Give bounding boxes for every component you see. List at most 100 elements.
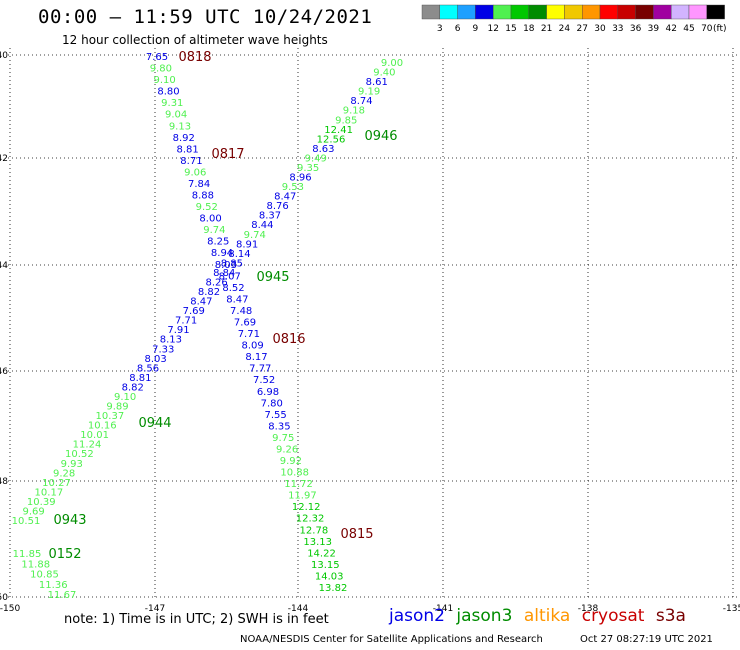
- jason3-track-swh-value: 9.10: [114, 392, 136, 403]
- pass-time-label: 0944: [138, 416, 171, 431]
- jason3-track-swh-value: 8.44: [251, 220, 273, 231]
- wave-height-tracks: 7.659.809.108.809.319.049.138.928.818.71…: [12, 52, 403, 601]
- scale-swatch: [635, 4, 654, 20]
- jason3-track-swh-value: 10.16: [88, 421, 117, 432]
- cryosat-track-swh-value: 6.98: [257, 387, 279, 398]
- jason3-track-swh-value: 9.28: [53, 468, 75, 479]
- jason3-track-swh-value: 8.14: [228, 249, 250, 260]
- jason3-track-swh-value: 8.85: [221, 258, 243, 269]
- jason3-track-swh-value: 10.39: [27, 497, 56, 508]
- scale-tick-label: 9: [473, 24, 479, 34]
- scale-swatch: [617, 4, 636, 20]
- cryosat-track-swh-value: 8.00: [199, 214, 221, 225]
- scale-swatch: [671, 4, 690, 20]
- scale-swatch: [528, 4, 547, 20]
- longitude-label: -147: [145, 604, 165, 614]
- satellite-legend: jason2 jason3 altika cryosat s3a: [389, 606, 692, 626]
- axis-labels: -40 -42 -44 -46 -48 -50-150 -147 -144 -141 -138 -1…: [0, 51, 740, 614]
- scale-swatch: [421, 4, 440, 20]
- cryosat-track-swh-value: 14.03: [315, 571, 344, 582]
- jason3-track-swh-value: 7.71: [175, 316, 197, 327]
- units-note: note: 1) Time is in UTC; 2) SWH is in fe…: [64, 612, 329, 627]
- jason3-track-swh-value: 9.35: [297, 163, 319, 174]
- cryosat-track-swh-value: 9.92: [280, 456, 302, 467]
- scale-swatch: [582, 4, 601, 20]
- jason3-track-swh-value: 8.37: [259, 211, 281, 222]
- cryosat-track-swh-value: 8.03: [215, 260, 237, 271]
- cryosat-track-swh-value: 8.52: [222, 283, 244, 294]
- scale-tick-label: 15: [505, 24, 516, 34]
- cryosat-track-swh-value: 9.04: [165, 110, 187, 121]
- jason3-track-swh-value: 10.01: [80, 430, 109, 441]
- scale-tick-label: 39: [648, 24, 660, 34]
- cryosat-track-swh-value: 8.80: [157, 87, 179, 98]
- jason3-track-swh-value: 8.82: [198, 287, 220, 298]
- latitude-label: -44: [0, 261, 8, 271]
- cryosat-track-swh-value: 8.35: [268, 421, 290, 432]
- longitude-label: -144: [288, 604, 309, 614]
- scale-tick-label: 6: [455, 24, 461, 34]
- scale-tick-label: 36: [630, 24, 642, 34]
- jason3-track-swh-value: 9.49: [305, 153, 327, 164]
- scale-swatch: [457, 4, 476, 20]
- scale-swatch: [688, 4, 707, 20]
- cryosat-track-swh-value: 13.82: [319, 583, 348, 594]
- color-scale-legend: 3 6 9 12 15 18 21 24 27 30 33 36 39 42 45 70 (ft): [421, 4, 727, 34]
- pass-time-label: 0818: [178, 50, 211, 65]
- sat-s3a: s3a: [655, 606, 686, 626]
- cryosat-track-swh-value: 7.65: [146, 52, 168, 63]
- scale-tick-label: 30: [594, 24, 606, 34]
- jason3-track-swh-value: 8.96: [289, 173, 311, 184]
- cryosat-track-swh-value: 10.88: [280, 468, 309, 479]
- generated-timestamp: Oct 27 08:27:19 UTC 2021: [580, 634, 713, 645]
- scale-tick-label: 70: [701, 24, 713, 34]
- jason3-short-track-swh-value: 11.36: [39, 580, 68, 591]
- scale-swatch: [706, 4, 725, 20]
- sat-jason3: jason3: [456, 606, 513, 626]
- latitude-label: -40: [0, 51, 8, 61]
- scale-tick-label: 45: [683, 24, 694, 34]
- longitude-label: -135: [723, 604, 740, 614]
- lat-lon-grid: [8, 48, 740, 600]
- jason3-track-swh-value: 10.51: [12, 516, 41, 527]
- scale-tick-label: 21: [541, 24, 552, 34]
- latitude-label: -48: [0, 477, 8, 487]
- jason3-track-swh-value: 8.56: [137, 363, 159, 374]
- cryosat-track-swh-value: 8.09: [242, 341, 264, 352]
- cryosat-track-swh-value: 8.81: [176, 144, 198, 155]
- cryosat-track-swh-value: 7.48: [230, 306, 252, 317]
- sat-jason2: jason2: [389, 606, 445, 626]
- cryosat-track-swh-value: 13.15: [311, 560, 340, 571]
- jason3-track-swh-value: 11.24: [73, 440, 102, 451]
- jason3-track-swh-value: 8.26: [205, 277, 227, 288]
- cryosat-track-swh-value: 12.12: [292, 502, 321, 513]
- jason3-track-swh-value: 9.18: [343, 106, 365, 117]
- jason3-short-track-swh-value: 10.85: [30, 570, 59, 581]
- scale-tick-label: 12: [487, 24, 498, 34]
- cryosat-track-swh-value: 7.52: [253, 375, 275, 386]
- cryosat-track-swh-value: 9.52: [196, 202, 218, 213]
- scale-tick-label: 33: [612, 24, 623, 34]
- cryosat-track-swh-value: 9.80: [150, 64, 172, 75]
- jason3-track-swh-value: 8.74: [350, 96, 372, 107]
- scale-swatch: [510, 4, 529, 20]
- jason3-track-swh-value: 9.19: [358, 87, 380, 98]
- jason3-track-swh-value: 7.91: [167, 325, 189, 336]
- jason3-track-swh-value: 7.33: [152, 344, 174, 355]
- scale-tick-label: 18: [523, 24, 535, 34]
- jason3-track-swh-value: 9.85: [335, 115, 357, 126]
- jason3-track-swh-value: 8.03: [144, 354, 166, 365]
- cryosat-track-swh-value: 7.55: [264, 410, 286, 421]
- jason3-track-swh-value: 12.56: [317, 134, 346, 145]
- jason3-track-swh-value: 9.53: [282, 182, 304, 193]
- jason3-track-swh-value: 9.69: [22, 506, 44, 517]
- jason3-track-swh-value: 8.91: [236, 239, 258, 250]
- pass-time-label: 0815: [340, 527, 373, 542]
- jason3-track-swh-value: 8.47: [190, 297, 212, 308]
- scale-swatch: [599, 4, 618, 20]
- scale-swatch: [439, 4, 458, 20]
- cryosat-track-swh-value: 7.84: [188, 179, 210, 190]
- jason3-track-swh-value: 10.37: [96, 411, 125, 422]
- cryosat-track-swh-value: 8.94: [211, 248, 233, 259]
